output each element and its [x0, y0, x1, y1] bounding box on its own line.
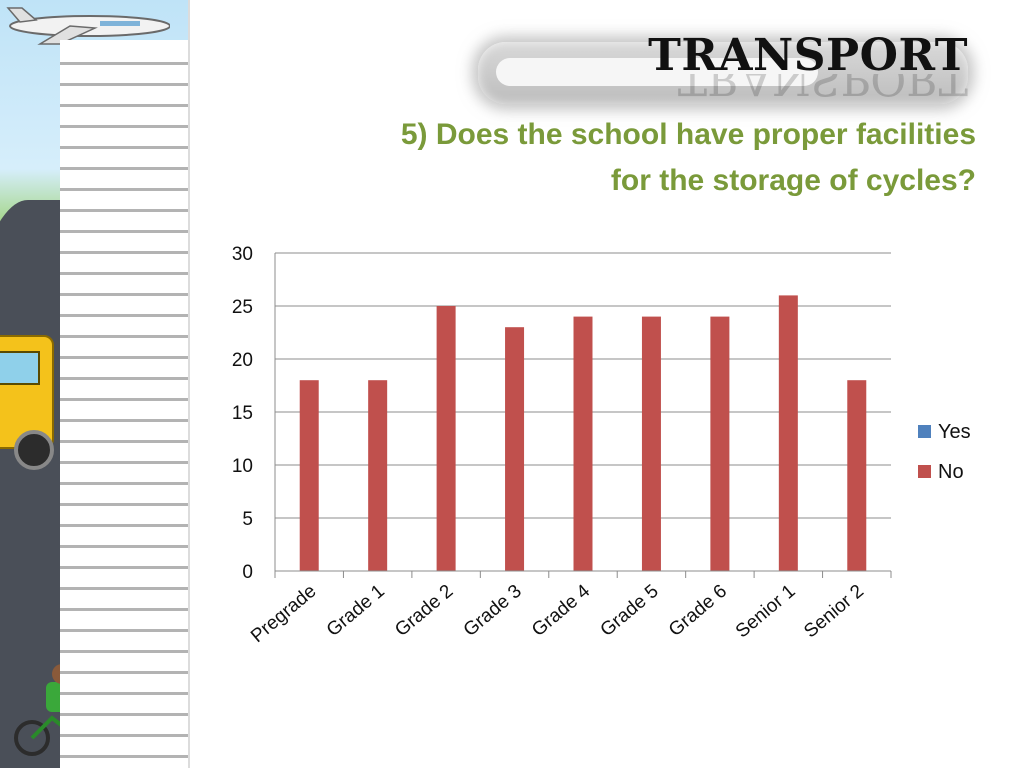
- chart-question: 5) Does the school have proper facilitie…: [296, 112, 976, 204]
- divider: [188, 0, 190, 768]
- y-tick-label: 0: [242, 562, 253, 583]
- x-category-label: Senior 1: [732, 581, 800, 643]
- bar-no: [368, 380, 388, 571]
- axes: [274, 253, 892, 578]
- legend: Yes No: [918, 421, 971, 483]
- bar-no: [505, 327, 525, 571]
- bars: [299, 295, 867, 571]
- bus-window: [0, 351, 40, 385]
- bus-wheel-illustration: [14, 430, 54, 470]
- title-decoration-highlight: [496, 58, 818, 86]
- bar-no: [847, 380, 867, 571]
- y-tick-label: 20: [232, 350, 253, 371]
- legend-label-no: No: [938, 461, 964, 483]
- bar-no: [641, 316, 661, 571]
- title-decoration: [478, 42, 968, 104]
- x-category-label: Grade 5: [597, 581, 663, 641]
- bar-no: [710, 316, 730, 571]
- x-category-label: Pregrade: [247, 581, 320, 647]
- lined-paper-illustration: [60, 40, 190, 768]
- y-tick-label: 5: [242, 509, 253, 530]
- legend-swatch-yes: [918, 425, 931, 438]
- y-tick-label: 30: [232, 244, 253, 265]
- bar-no: [299, 380, 319, 571]
- page-title-reflection: TRANSPORT: [677, 74, 968, 100]
- bar-no: [573, 316, 593, 571]
- x-category-label: Grade 2: [391, 581, 457, 641]
- decorative-side-illustration: [0, 0, 190, 768]
- legend-swatch-no: [918, 465, 931, 478]
- page-title: TRANSPORT: [648, 30, 968, 81]
- x-category-label: Grade 4: [528, 580, 594, 640]
- x-category-label: Senior 2: [800, 581, 868, 643]
- question-line-2: for the storage of cycles?: [610, 164, 976, 197]
- y-axis-tick-labels: 0 5 10 15 20 25 30: [232, 244, 253, 583]
- x-category-label: Grade 6: [665, 581, 731, 641]
- x-category-label: Grade 1: [323, 581, 389, 641]
- bar-no: [778, 295, 798, 571]
- legend-label-yes: Yes: [938, 421, 971, 443]
- y-tick-label: 25: [232, 297, 253, 318]
- y-tick-label: 15: [232, 403, 253, 424]
- question-line-1: 5) Does the school have proper facilitie…: [400, 118, 976, 151]
- x-category-label: Grade 3: [460, 581, 526, 641]
- x-axis-category-labels: Pregrade Grade 1 Grade 2 Grade 3 Grade 4 Grad…: [247, 580, 868, 647]
- bar-no: [436, 306, 456, 571]
- airplane-illustration: [6, 7, 170, 45]
- y-tick-label: 10: [232, 456, 253, 477]
